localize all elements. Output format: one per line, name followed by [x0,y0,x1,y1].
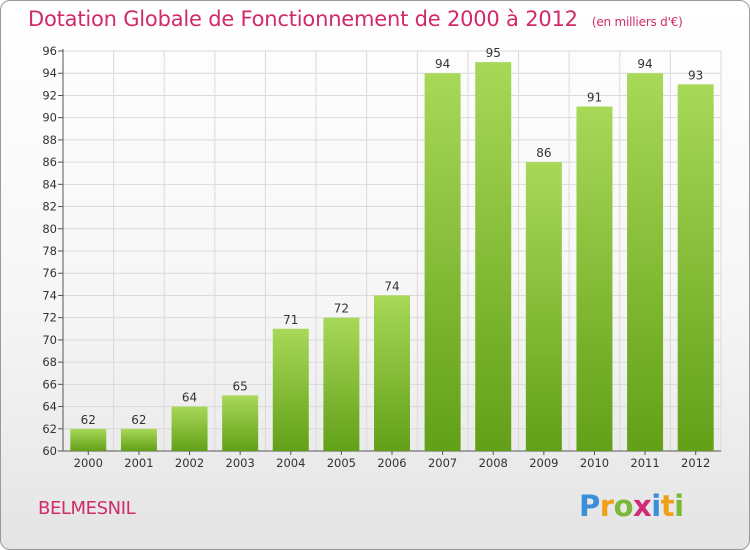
bar [627,73,664,451]
title-text: Dotation Globale de Fonctionnement de 20… [28,7,578,31]
bar [424,73,461,451]
y-tick-label: 60 [42,444,57,458]
x-tick-label: 2004 [276,456,305,470]
logo-letter: o [613,489,634,523]
chart-title: Dotation Globale de Fonctionnement de 20… [28,7,683,31]
bar [677,84,714,451]
data-label: 62 [81,413,96,427]
data-label: 72 [334,302,349,316]
bar [70,428,107,451]
x-tick-label: 2001 [124,456,153,470]
y-tick-label: 70 [42,333,57,347]
bar [272,328,309,451]
y-tick-label: 62 [42,422,57,436]
x-tick-label: 2009 [529,456,558,470]
y-tick-label: 94 [42,66,57,80]
data-label: 71 [283,313,298,327]
x-tick-label: 2007 [428,456,457,470]
y-tick-label: 76 [42,266,57,280]
axis-layer: 60 62 64 66 68 70 72 74 76 78 80 82 84 86 88 90 92 94 96 20… [42,44,721,470]
y-tick-label: 96 [42,44,57,58]
logo-letter: i [651,489,661,523]
y-tick-label: 74 [42,288,57,302]
y-tick-label: 64 [42,400,57,414]
y-tick-label: 92 [42,88,57,102]
y-tick-label: 80 [42,222,57,236]
data-label: 62 [131,413,146,427]
logo-letter: P [579,489,600,523]
data-label: 91 [587,91,602,105]
bar [576,106,613,452]
bar [525,162,562,451]
x-tick-label: 2008 [479,456,508,470]
x-tick-label: 2010 [580,456,609,470]
proxiti-logo: Proxiti [579,489,684,523]
logo-letter: t [660,489,675,523]
commune-name: BELMESNIL [38,498,136,519]
bar [120,428,157,451]
x-tick-label: 2005 [327,456,356,470]
y-tick-label: 72 [42,311,57,325]
bar [171,406,208,451]
y-tick-label: 82 [42,200,57,214]
bar-layer [70,62,714,452]
y-tick-label: 68 [42,355,57,369]
x-tick-label: 2012 [681,456,710,470]
x-tick-label: 2000 [74,456,103,470]
bar [475,62,512,451]
x-tick-label: 2006 [377,456,406,470]
y-tick-label: 66 [42,377,57,391]
data-label: 93 [688,68,703,82]
y-tick-label: 90 [42,111,57,125]
data-label: 86 [536,146,551,160]
y-tick-label: 78 [42,244,57,258]
y-tick-label: 88 [42,133,57,147]
data-label: 95 [486,46,501,60]
y-tick-label: 86 [42,155,57,169]
data-label: 94 [637,57,652,71]
data-label: 65 [233,379,248,393]
bar [222,395,259,451]
x-tick-label: 2011 [630,456,659,470]
data-label: 74 [384,279,399,293]
y-tick-label: 84 [42,177,57,191]
unit-note: (en milliers d'€) [591,15,683,29]
logo-letter: i [674,489,684,523]
logo-letter: r [599,489,614,523]
x-tick-label: 2003 [226,456,255,470]
logo-letter: x [633,489,652,523]
data-label: 94 [435,57,450,71]
data-label: 64 [182,391,197,405]
x-tick-label: 2002 [175,456,204,470]
bar [323,317,360,451]
bar [374,295,410,451]
label-layer: 62 62 64 65 71 72 74 94 95 86 91 94 93 [81,46,704,427]
